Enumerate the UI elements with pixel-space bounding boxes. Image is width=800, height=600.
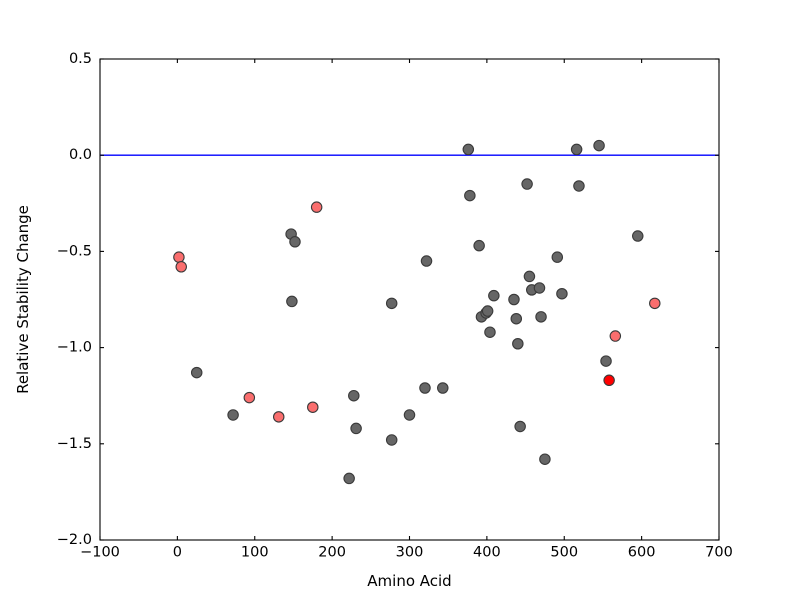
data-point[interactable] [539, 453, 551, 465]
data-point[interactable] [481, 305, 494, 317]
data-point[interactable] [243, 391, 256, 404]
data-point[interactable] [173, 251, 185, 263]
x-axis-title: Amino Acid [367, 572, 451, 590]
data-point[interactable] [603, 374, 615, 387]
data-point[interactable] [403, 409, 416, 421]
data-point[interactable] [437, 382, 449, 394]
y-tick-label: −1.0 [57, 340, 92, 356]
data-point[interactable] [535, 311, 547, 323]
y-tick-label: −1.5 [57, 436, 92, 452]
data-point[interactable] [484, 326, 496, 338]
data-point[interactable] [521, 178, 533, 190]
data-point[interactable] [632, 230, 644, 242]
data-point[interactable] [385, 434, 398, 446]
data-point[interactable] [343, 472, 355, 485]
data-point[interactable] [348, 389, 360, 402]
data-point[interactable] [609, 330, 622, 342]
series-red [603, 374, 615, 387]
data-point[interactable] [514, 420, 526, 433]
data-point[interactable] [310, 201, 323, 213]
x-tick-label: 600 [628, 545, 656, 561]
x-tick-label: 400 [473, 545, 501, 561]
data-point[interactable] [510, 312, 523, 325]
data-point[interactable] [570, 143, 583, 156]
data-point[interactable] [175, 261, 187, 273]
data-point[interactable] [649, 297, 661, 310]
data-point[interactable] [556, 287, 568, 300]
data-point[interactable] [473, 239, 485, 252]
series-salmon [173, 201, 661, 423]
x-tick-label: 100 [241, 545, 269, 561]
series-grey [190, 139, 644, 485]
y-tick-label: −0.5 [57, 243, 92, 259]
x-tick-label: 300 [396, 545, 424, 561]
data-point[interactable] [419, 382, 431, 394]
data-point[interactable] [227, 409, 239, 421]
y-tick-label: 0.0 [69, 147, 92, 163]
x-tick-label: 700 [705, 545, 733, 561]
data-point[interactable] [289, 236, 301, 248]
data-point[interactable] [488, 289, 500, 302]
x-tick-label: 0 [173, 545, 182, 561]
data-point[interactable] [420, 255, 433, 267]
y-tick-label: −2.0 [57, 532, 92, 548]
data-point[interactable] [464, 189, 476, 202]
x-tick-label: −100 [80, 545, 120, 561]
data-point[interactable] [508, 293, 520, 306]
data-point[interactable] [385, 297, 398, 310]
y-axis-title: Relative Stability Change [14, 205, 32, 394]
x-tick-label: 500 [550, 545, 578, 561]
data-point[interactable] [272, 411, 285, 423]
data-point[interactable] [600, 355, 612, 367]
data-point[interactable] [593, 139, 605, 152]
y-tick-label: 0.5 [69, 51, 92, 67]
data-point[interactable] [462, 143, 475, 156]
data-point[interactable] [286, 295, 298, 308]
data-point[interactable] [190, 366, 203, 379]
data-point[interactable] [350, 422, 362, 435]
x-tick-label: 200 [318, 545, 346, 561]
data-point[interactable] [512, 337, 524, 350]
data-point[interactable] [533, 282, 546, 294]
data-point[interactable] [551, 251, 564, 263]
axes-frame [99, 58, 720, 541]
data-point[interactable] [573, 180, 585, 192]
data-point[interactable] [523, 270, 536, 283]
data-point[interactable] [307, 401, 319, 413]
